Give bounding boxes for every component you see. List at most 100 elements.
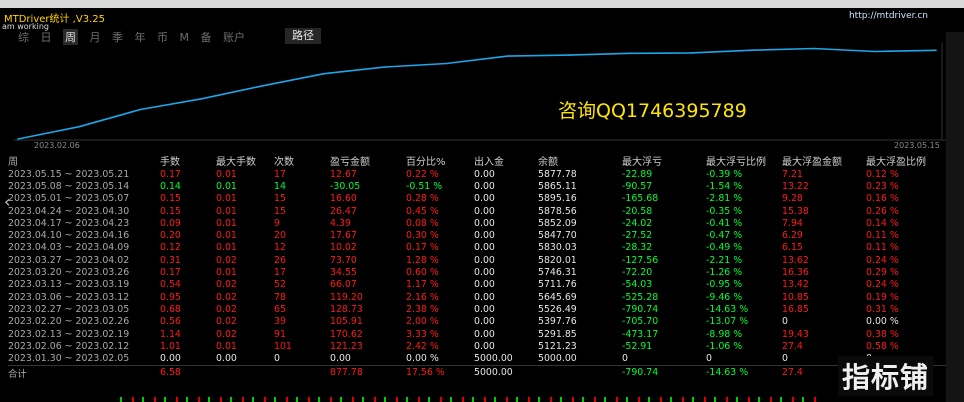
table-cell: 119.20 xyxy=(330,291,363,303)
table-cell: 2.00 % xyxy=(406,316,439,328)
header-profit: 盈亏金额 xyxy=(330,157,370,168)
table-row: 2023.03.20 ~ 2023.03.26 0.17 0.01 17 34.55 0.… xyxy=(8,266,946,278)
tab-day[interactable]: 日 xyxy=(40,31,52,44)
table-cell: 0.38 % xyxy=(866,328,899,340)
table-cell: 2023.05.15 ~ 2023.05.21 xyxy=(8,168,130,180)
tab-quarter[interactable]: 季 xyxy=(112,31,123,44)
balance-point xyxy=(17,138,19,140)
table-cell: 0.01 xyxy=(216,168,237,180)
table-cell: 0.00 xyxy=(474,180,495,192)
table-cell: 0.12 xyxy=(160,242,181,254)
tab-overview[interactable]: 综 xyxy=(18,31,29,44)
header-trades: 次数 xyxy=(274,157,294,168)
tab-magic[interactable]: M xyxy=(179,31,190,44)
balance-point xyxy=(874,50,876,53)
table-cell: -0.41 % xyxy=(706,217,743,229)
table-cell: 0.16 % xyxy=(866,193,899,205)
table-cell: 34.55 xyxy=(330,267,357,279)
table-cell: 0.95 xyxy=(160,291,181,303)
table-cell: 7.94 xyxy=(782,217,803,229)
table-cell: 3.33 % xyxy=(406,328,439,340)
table-cell: 0.00 xyxy=(474,230,495,242)
table-cell: 0.00 xyxy=(474,316,495,328)
tab-account[interactable]: 账户 xyxy=(223,31,245,44)
table-cell: 0.00 xyxy=(474,193,495,205)
table-cell: 0.00 % xyxy=(866,316,899,328)
app-title: MTDriver统计 ,V3.25 xyxy=(4,14,105,25)
period-tabs: 综 日 周 月 季 年 币 M 备 账户 xyxy=(18,29,253,45)
website-link[interactable]: http://mtdriver.cn xyxy=(848,11,928,21)
table-cell: 2023.04.03 ~ 2023.04.09 xyxy=(8,242,130,254)
tab-month[interactable]: 月 xyxy=(89,31,101,44)
table-cell: -28.32 xyxy=(622,242,653,254)
table-cell: 0.02 xyxy=(216,279,237,291)
table-cell: -525.28 xyxy=(622,291,659,303)
table-cell: 2023.05.08 ~ 2023.05.14 xyxy=(8,180,130,192)
table-cell: 0.01 xyxy=(216,267,237,279)
table-cell: 91 xyxy=(274,328,286,340)
table-cell: -1.06 % xyxy=(706,340,743,352)
table-cell: 2.42 % xyxy=(406,340,439,352)
table-cell: 121.23 xyxy=(330,340,363,352)
header-week: 周 xyxy=(8,157,18,168)
table-cell: 0.24 % xyxy=(866,279,899,291)
table-row: 2023.04.17 ~ 2023.04.23 0.09 0.01 9 4.39 0.08… xyxy=(8,217,946,229)
table-row: 2023.05.15 ~ 2023.05.21 0.17 0.01 17 12.67 0.… xyxy=(8,168,946,180)
watermark-logo: 指标铺 xyxy=(838,356,934,396)
table-cell: 5852.09 xyxy=(538,217,577,229)
tab-note[interactable]: 备 xyxy=(200,31,212,44)
table-cell: 0.01 xyxy=(216,340,237,352)
table-cell: -54.03 xyxy=(622,279,653,291)
table-row: 2023.04.24 ~ 2023.04.30 0.15 0.01 15 26.47 0.… xyxy=(8,205,946,217)
table-cell: 0.02 xyxy=(216,254,237,266)
table-cell: 0.00 xyxy=(474,328,495,340)
chart-x-end-label: 2023.05.15 xyxy=(894,141,940,150)
table-cell: -90.57 xyxy=(622,180,653,192)
bottom-indicator-strip xyxy=(120,397,820,402)
header-balance: 余额 xyxy=(538,157,558,168)
balance-point xyxy=(568,54,570,56)
header-max-float-profit-pct: 最大浮盈比例 xyxy=(866,157,926,168)
table-cell: -20.58 xyxy=(622,205,653,217)
balance-point xyxy=(690,52,692,54)
total-cell: 17.56 % xyxy=(406,364,474,380)
table-cell: 0.01 xyxy=(216,230,237,242)
table-cell: 5000.00 xyxy=(474,353,513,365)
table-cell: -72.20 xyxy=(622,267,653,279)
table-cell: 101 xyxy=(274,340,292,352)
table-cell: -705.70 xyxy=(622,316,659,328)
route-button[interactable]: 路径 xyxy=(285,28,321,44)
table-cell: -52.91 xyxy=(622,340,653,352)
table-cell: 16.36 xyxy=(782,267,809,279)
tab-currency[interactable]: 币 xyxy=(157,31,168,44)
table-cell: 13.62 xyxy=(782,254,809,266)
table-cell: -2.81 % xyxy=(706,193,743,205)
chevron-left-icon[interactable]: ‹ xyxy=(4,192,11,211)
tab-week[interactable]: 周 xyxy=(63,29,78,45)
table-cell: 5397.76 xyxy=(538,316,577,328)
table-cell: 0.00 xyxy=(160,353,181,365)
table-cell: 0.54 xyxy=(160,279,181,291)
table-cell: 0.24 % xyxy=(866,254,899,266)
table-row: 2023.02.13 ~ 2023.02.19 1.14 0.02 91 170.62 3… xyxy=(8,328,946,340)
table-cell: -27.52 xyxy=(622,230,653,242)
table-cell: 128.73 xyxy=(330,303,363,315)
table-cell: 2023.04.17 ~ 2023.04.23 xyxy=(8,217,130,229)
table-cell: -0.49 % xyxy=(706,242,743,254)
table-cell: -790.74 xyxy=(622,303,659,315)
table-cell: 0.00 xyxy=(474,205,495,217)
table-cell: 0.68 xyxy=(160,303,181,315)
table-cell: 0.11 % xyxy=(866,230,899,242)
chart-x-start-label: 2023.02.06 xyxy=(34,141,80,150)
table-cell: 65 xyxy=(274,303,286,315)
table-row: 2023.04.10 ~ 2023.04.16 0.20 0.01 20 17.67 0.… xyxy=(8,229,946,241)
table-cell: 0.19 % xyxy=(866,291,899,303)
header-max-lots: 最大手数 xyxy=(216,157,256,168)
table-cell: 12 xyxy=(274,242,286,254)
table-cell: 0.00 xyxy=(474,267,495,279)
tab-year[interactable]: 年 xyxy=(134,31,146,44)
table-cell: 5746.31 xyxy=(538,267,577,279)
table-cell: -1.54 % xyxy=(706,180,743,192)
table-cell: 0.26 % xyxy=(866,205,899,217)
total-cell xyxy=(274,364,330,380)
